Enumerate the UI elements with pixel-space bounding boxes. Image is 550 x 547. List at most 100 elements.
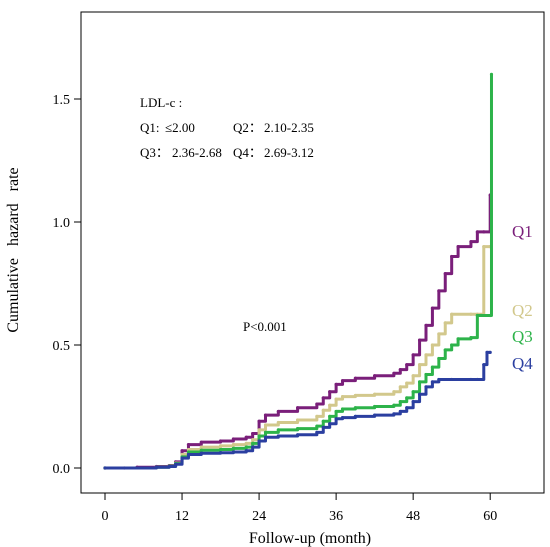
data-point xyxy=(244,435,248,439)
legend-q3-label: Q3： xyxy=(140,145,169,160)
data-point xyxy=(263,430,268,434)
data-point xyxy=(154,465,158,469)
data-point xyxy=(180,456,184,460)
data-point xyxy=(186,447,191,452)
p-value-annotation: P<0.001 xyxy=(243,319,287,334)
data-point xyxy=(257,434,261,438)
data-point xyxy=(456,245,460,249)
x-axis-title: Follow-up (month) xyxy=(249,530,371,547)
series-q3: Q3 xyxy=(103,72,533,470)
data-point xyxy=(475,313,479,318)
data-point xyxy=(263,435,268,439)
data-point xyxy=(251,441,255,445)
data-point xyxy=(321,425,325,430)
data-point xyxy=(450,254,454,259)
data-point xyxy=(334,417,338,421)
data-point xyxy=(450,312,454,316)
data-point xyxy=(328,403,332,407)
data-point xyxy=(424,372,428,377)
data-point xyxy=(424,353,428,357)
data-point xyxy=(257,419,261,423)
data-point xyxy=(276,420,280,425)
plot-frame xyxy=(80,11,545,494)
y-tick-label: 1.5 xyxy=(53,93,71,108)
data-point xyxy=(373,404,377,409)
data-point xyxy=(276,409,280,414)
data-point xyxy=(328,414,332,418)
data-point xyxy=(469,336,473,340)
data-point xyxy=(263,423,268,427)
x-tick-label: 24 xyxy=(252,509,266,524)
data-point xyxy=(437,356,441,361)
y-tick-label: 1.0 xyxy=(53,216,71,231)
series-label-q1: Q1 xyxy=(512,222,533,241)
data-point xyxy=(443,348,447,352)
series-q4: Q4 xyxy=(103,350,533,470)
data-point xyxy=(475,377,479,382)
x-tick-label: 0 xyxy=(102,509,109,524)
x-tick-label: 12 xyxy=(175,509,189,524)
data-point xyxy=(334,409,338,414)
data-point xyxy=(186,450,191,454)
data-point xyxy=(244,445,248,449)
series-lines: Q1 Q2 Q3 Q4 xyxy=(103,72,533,470)
data-point xyxy=(489,72,494,76)
data-point xyxy=(315,402,319,406)
data-point xyxy=(405,381,409,385)
x-tick-label: 48 xyxy=(406,509,420,524)
data-point xyxy=(450,343,454,347)
data-point xyxy=(405,396,409,400)
data-point xyxy=(244,449,248,453)
data-point xyxy=(488,313,492,318)
data-point xyxy=(430,380,435,384)
data-point xyxy=(321,408,325,412)
data-point xyxy=(321,419,325,423)
data-point xyxy=(103,466,107,470)
data-point xyxy=(199,440,203,444)
legend-q2-label: Q2： xyxy=(233,120,262,135)
data-point xyxy=(340,395,345,399)
data-point xyxy=(392,403,396,407)
legend-q1-range: ≤2.00 xyxy=(165,120,195,135)
data-point xyxy=(485,350,489,354)
data-point xyxy=(263,413,268,417)
data-point xyxy=(340,379,345,383)
data-point xyxy=(276,434,280,438)
data-point xyxy=(315,424,319,428)
data-point xyxy=(251,431,255,436)
legend-q4-label: Q4： xyxy=(233,145,262,160)
series-label-q4: Q4 xyxy=(512,354,533,373)
data-point xyxy=(231,437,235,441)
data-point xyxy=(218,451,223,455)
data-point xyxy=(231,443,235,447)
data-point xyxy=(437,377,441,382)
data-point xyxy=(417,392,422,396)
legend-q3-range: 2.36-2.68 xyxy=(172,145,222,160)
data-point xyxy=(321,396,325,400)
data-point xyxy=(405,363,409,367)
series-label-q2: Q2 xyxy=(512,301,533,320)
data-point xyxy=(315,430,319,434)
legend-title: LDL-c : xyxy=(140,95,182,110)
data-point xyxy=(296,418,300,422)
data-point xyxy=(417,338,422,342)
data-point xyxy=(328,390,332,394)
data-point xyxy=(475,230,479,234)
data-point xyxy=(417,380,422,384)
data-point xyxy=(373,413,377,417)
data-point xyxy=(398,399,402,404)
data-point xyxy=(251,438,255,442)
data-point xyxy=(424,323,428,327)
data-point xyxy=(430,306,435,310)
data-point xyxy=(488,350,492,354)
data-point xyxy=(334,382,338,386)
data-point xyxy=(398,385,402,389)
data-point xyxy=(456,337,460,341)
series-q2: Q2 xyxy=(103,245,533,470)
data-point xyxy=(180,449,184,453)
data-point xyxy=(257,439,261,443)
data-point xyxy=(430,343,435,347)
data-point xyxy=(199,445,203,449)
data-point xyxy=(430,365,435,369)
